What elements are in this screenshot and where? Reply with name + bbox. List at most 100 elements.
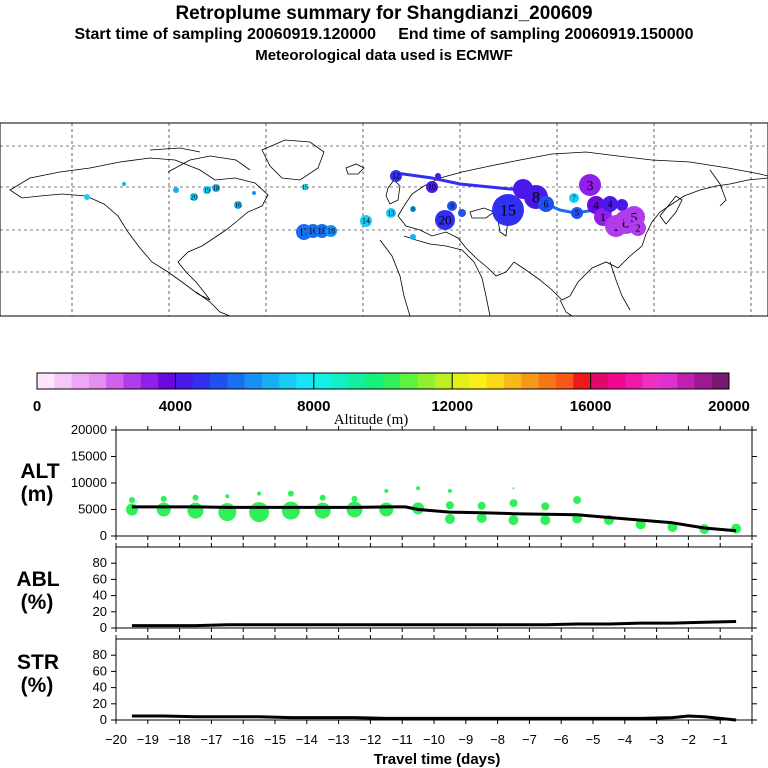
- alt-bubble: [477, 501, 486, 510]
- plume-bubble: [458, 209, 466, 217]
- plume-bubble: [602, 196, 618, 212]
- x-tick-label: −10: [423, 732, 445, 747]
- alt-bubble: [444, 514, 455, 524]
- plume-bubble: [630, 220, 646, 236]
- x-tick-label: −12: [359, 732, 381, 747]
- plume-day-label: 8: [532, 189, 540, 206]
- plume-bubble: [390, 170, 402, 182]
- colorbar-cell: [140, 373, 159, 389]
- x-tick-label: −19: [137, 732, 159, 747]
- abl-ytick-label: 60: [93, 571, 107, 586]
- colorbar-cell: [365, 373, 384, 389]
- plume-day-label: 14: [362, 217, 370, 226]
- x-tick-label: −11: [392, 732, 413, 747]
- alt-bubble: [509, 499, 518, 508]
- plume-day-label: 20: [191, 193, 199, 201]
- plume-bubble: [410, 206, 416, 212]
- str-ytick-label: 40: [93, 680, 107, 695]
- colorbar-cell: [88, 373, 107, 389]
- colorbar-cell: [383, 373, 401, 389]
- abl-panel-frame: [115, 546, 753, 629]
- alt-bubble: [476, 513, 487, 523]
- x-tick-label: −15: [264, 732, 286, 747]
- alt-bubble: [416, 486, 421, 491]
- alt-bubble: [379, 502, 394, 517]
- plume-bubble: [571, 207, 583, 219]
- x-tick-label: −1: [713, 732, 728, 747]
- x-tick-label: −4: [617, 732, 632, 747]
- colorbar-cell: [37, 373, 55, 389]
- alt-bubble: [257, 491, 262, 496]
- x-tick-label: −8: [490, 732, 505, 747]
- alt-bubble: [314, 502, 331, 519]
- map-frame: [0, 122, 768, 317]
- alt-ytick-label: 5000: [78, 502, 107, 517]
- plume-bubble: [315, 224, 329, 238]
- plume-bubble: [447, 201, 457, 211]
- str-ytick-label: 60: [93, 663, 107, 678]
- plume-day-label: 15: [302, 183, 310, 191]
- alt-bubble: [573, 496, 582, 504]
- alt-bubble: [225, 494, 230, 499]
- x-tick-label: −7: [522, 732, 537, 747]
- plume-bubble: [426, 181, 438, 193]
- plume-day-label: 19: [204, 186, 212, 194]
- x-tick-label: −2: [681, 732, 696, 747]
- plume-bubble: [190, 193, 198, 201]
- plume-day-label: 7: [572, 194, 576, 202]
- colorbar-cell: [313, 373, 332, 389]
- str-ytick-label: 0: [100, 712, 107, 727]
- abl-ytick-label: 20: [93, 604, 107, 619]
- plume-bubble: [492, 194, 524, 226]
- alt-bubble: [541, 502, 550, 511]
- plume-bubble: [212, 184, 220, 192]
- plume-day-label: 12: [392, 172, 400, 181]
- alt-bubble: [287, 490, 294, 497]
- colorbar-tick-label: 20000: [708, 398, 750, 415]
- colorbar-cell: [192, 373, 211, 389]
- alt-ytick-label: 20000: [71, 422, 107, 437]
- plume-day-label: 13: [388, 209, 396, 217]
- abl-ytick-label: 40: [93, 588, 107, 603]
- colorbar-cell: [227, 373, 245, 389]
- alt-bubble: [187, 502, 204, 519]
- plume-day-label: 6: [544, 200, 549, 211]
- alt-bubble: [512, 487, 515, 490]
- plume-day-label: 18: [213, 184, 221, 192]
- plume-day-label: 20: [439, 213, 452, 228]
- plume-bubble: [435, 173, 441, 179]
- colorbar-cell: [556, 373, 574, 389]
- colorbar-cell: [348, 373, 366, 389]
- colorbar-cell: [175, 373, 193, 389]
- colorbar-tick-label: 12000: [431, 398, 473, 415]
- plume-bubble: [252, 191, 256, 195]
- alt-bubble: [128, 497, 135, 503]
- colorbar-cell: [590, 373, 609, 389]
- plume-bubble: [203, 186, 211, 194]
- abl-ytick-label: 80: [93, 555, 107, 570]
- colorbar-cell: [331, 373, 349, 389]
- x-tick-label: −17: [200, 732, 222, 747]
- x-tick-label: −14: [296, 732, 318, 747]
- colorbar-cell: [469, 373, 488, 389]
- str-panel-frame: [115, 638, 753, 721]
- plume-day-label: 18: [327, 227, 335, 236]
- colorbar-cell: [106, 373, 124, 389]
- x-tick-label: −13: [328, 732, 350, 747]
- alt-bubble: [160, 495, 167, 502]
- str-series-line: [131, 714, 737, 722]
- alt-bubble: [351, 495, 358, 502]
- x-axis-label: Travel time (days): [374, 751, 501, 768]
- plume-bubble: [386, 208, 396, 218]
- plume-day-label: 9: [450, 202, 454, 210]
- altitude-colorbar: 0 4000 8000 12000 16000 20000 Altitude (m): [33, 372, 750, 428]
- alt-ytick-label: 15000: [71, 449, 107, 464]
- colorbar-label: Altitude (m): [334, 412, 409, 428]
- alt-ytick-label: 10000: [71, 475, 107, 490]
- time-series-panels: 05000100001500020000020406080020406080−2…: [16, 422, 757, 768]
- colorbar-cell: [694, 373, 712, 389]
- plume-day-label: 2: [636, 224, 641, 235]
- colorbar-cell: [296, 373, 315, 389]
